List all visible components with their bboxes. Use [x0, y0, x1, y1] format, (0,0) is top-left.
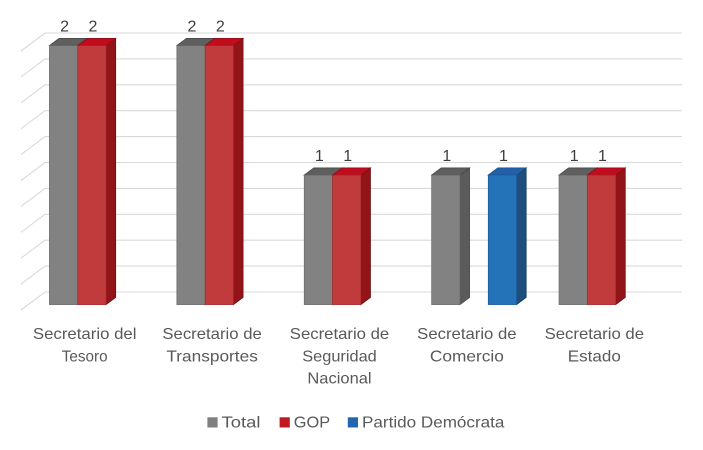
svg-text:1: 1 [570, 148, 579, 165]
svg-text:1: 1 [499, 148, 508, 165]
svg-text:Total: Total [222, 415, 261, 432]
svg-text:1: 1 [315, 148, 324, 165]
svg-text:1: 1 [343, 148, 352, 165]
svg-text:Seguridad: Seguridad [302, 348, 377, 365]
svg-text:Estado: Estado [568, 348, 621, 365]
svg-text:Secretario del: Secretario del [33, 326, 137, 343]
svg-text:Secretario de: Secretario de [417, 326, 516, 343]
svg-text:1: 1 [598, 148, 607, 165]
svg-text:Secretario de: Secretario de [162, 326, 261, 343]
svg-text:2: 2 [88, 19, 97, 36]
svg-text:Secretario de: Secretario de [545, 326, 644, 343]
svg-text:Tesoro: Tesoro [62, 348, 108, 365]
svg-text:Nacional: Nacional [307, 371, 371, 388]
svg-text:2: 2 [188, 19, 197, 36]
svg-text:GOP: GOP [294, 415, 330, 432]
svg-text:Secretario de: Secretario de [290, 326, 389, 343]
svg-text:Transportes: Transportes [166, 348, 258, 365]
svg-text:2: 2 [216, 19, 225, 36]
svg-text:2: 2 [60, 19, 69, 36]
svg-text:1: 1 [442, 148, 451, 165]
svg-text:Comercio: Comercio [430, 348, 504, 365]
svg-text:Partido Demócrata: Partido Demócrata [362, 415, 505, 432]
